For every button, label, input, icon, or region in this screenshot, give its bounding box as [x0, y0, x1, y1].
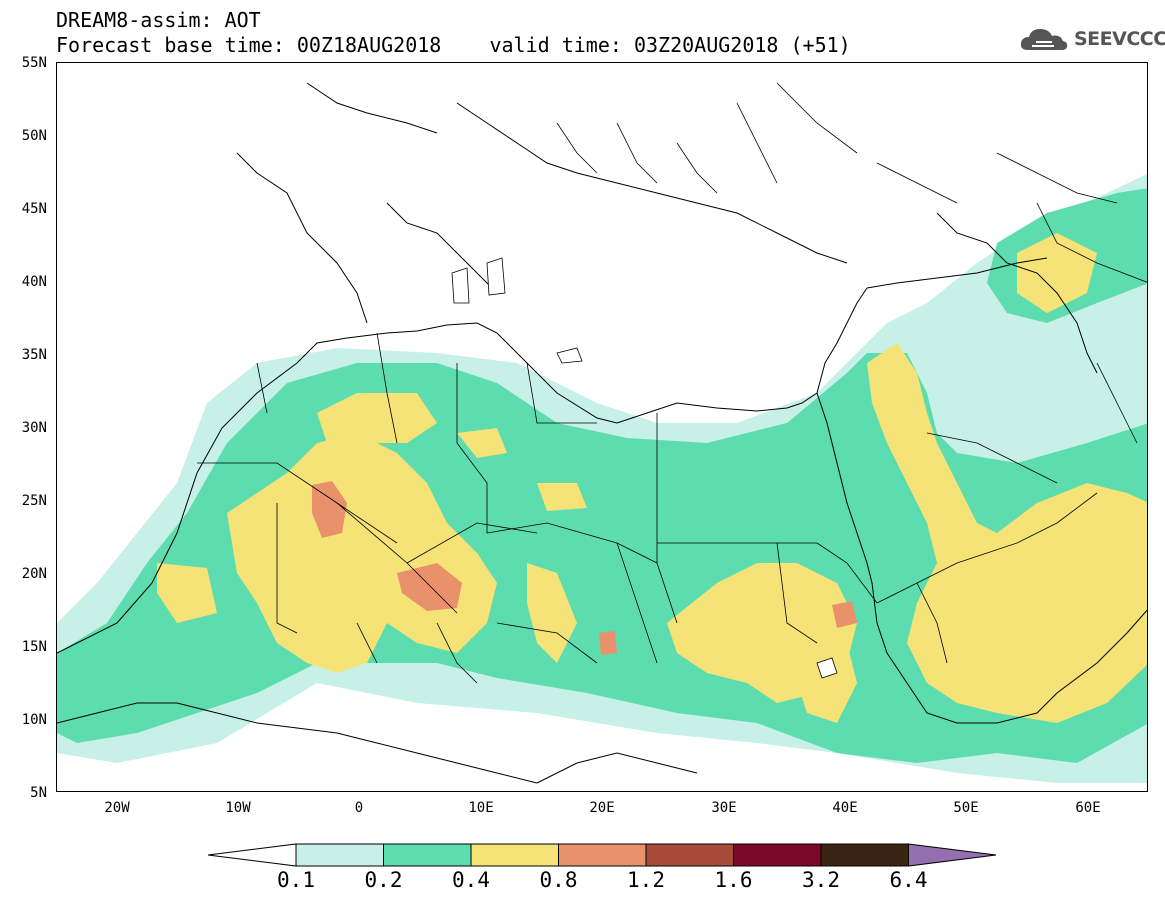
coastlines [57, 82, 1147, 784]
colorbar-label-1-2: 1.2 [627, 868, 665, 892]
lakes-islands [451, 257, 838, 679]
aot-field-0-4-sahel-west [227, 433, 497, 673]
aot-field-0-8-ethiopia [832, 601, 857, 628]
colorbar-bin-0-1 [295, 843, 384, 867]
colorbar-bin-3-2 [820, 843, 909, 867]
lat-label-5n: 5N [30, 785, 47, 801]
colorbar-arrow-left [207, 843, 297, 867]
lon-label-20w: 20W [104, 800, 130, 816]
aot-field-0-4-libya [457, 428, 507, 458]
colorbar-bin-1-6 [733, 843, 822, 867]
lat-label-15n: 15N [21, 639, 47, 655]
map-title: DREAM8-assim: AOT [56, 8, 261, 32]
country-borders [197, 82, 1147, 684]
lat-label-55n: 55N [21, 55, 47, 71]
aot-field-0-8-algeria [312, 481, 347, 538]
aot-map [57, 82, 1147, 784]
lat-label-40n: 40N [21, 274, 47, 290]
colorbar-label-3-2: 3.2 [802, 868, 840, 892]
colorbar-bin-1-2 [645, 843, 734, 867]
lat-label-25n: 25N [21, 493, 47, 509]
lat-label-10n: 10N [21, 712, 47, 728]
aot-field-0-8-mali [397, 563, 462, 611]
colorbar-arrow-right [908, 843, 997, 867]
colorbar-label-6-4: 6.4 [889, 868, 928, 892]
lon-label-20e: 20E [589, 800, 615, 816]
colorbar-bin-0-8 [558, 843, 647, 867]
lon-label-30e: 30E [711, 800, 737, 816]
colorbar-bin-0-2 [383, 843, 472, 867]
colorbar-label-0-2: 0.2 [364, 868, 403, 892]
lon-label-40e: 40E [832, 800, 858, 816]
aot-field-0-4-arabia [867, 343, 1147, 723]
colorbar-label-0-4: 0.4 [452, 868, 490, 892]
aot-field-0-4-mauritania [157, 563, 217, 623]
lon-label-10w: 10W [225, 800, 251, 816]
lon-label-60e: 60E [1075, 800, 1101, 816]
lat-label-35n: 35N [21, 347, 47, 363]
logo-text: SEEVCCC [1074, 28, 1165, 50]
colorbar-bin-0-4 [470, 843, 559, 867]
cloud-icon [1020, 29, 1068, 50]
lat-label-20n: 20N [21, 566, 47, 582]
aot-field-0-4-egypt [537, 483, 587, 511]
aot-field-0-4-ethiopia [797, 643, 857, 723]
lon-label-10e: 10E [468, 800, 494, 816]
lon-label-50e: 50E [953, 800, 979, 816]
lat-label-50n: 50N [21, 128, 47, 144]
seevccc-logo: SEEVCCC [1018, 24, 1165, 54]
lon-label-0: 0 [354, 800, 364, 816]
colorbar-label-0-8: 0.8 [539, 868, 578, 892]
colorbar-label-1-6: 1.6 [714, 868, 753, 892]
aot-field-0-8-sudan [599, 631, 617, 655]
forecast-time-subtitle: Forecast base time: 00Z18AUG2018 valid t… [56, 33, 851, 57]
aot-field-0-4-algeria [317, 393, 437, 443]
colorbar-label-0-1: 0.1 [277, 868, 315, 892]
aot-field-0-4-chad [527, 563, 577, 663]
map-plot-area [56, 62, 1148, 792]
lat-label-30n: 30N [21, 420, 47, 436]
lat-label-45n: 45N [21, 201, 47, 217]
